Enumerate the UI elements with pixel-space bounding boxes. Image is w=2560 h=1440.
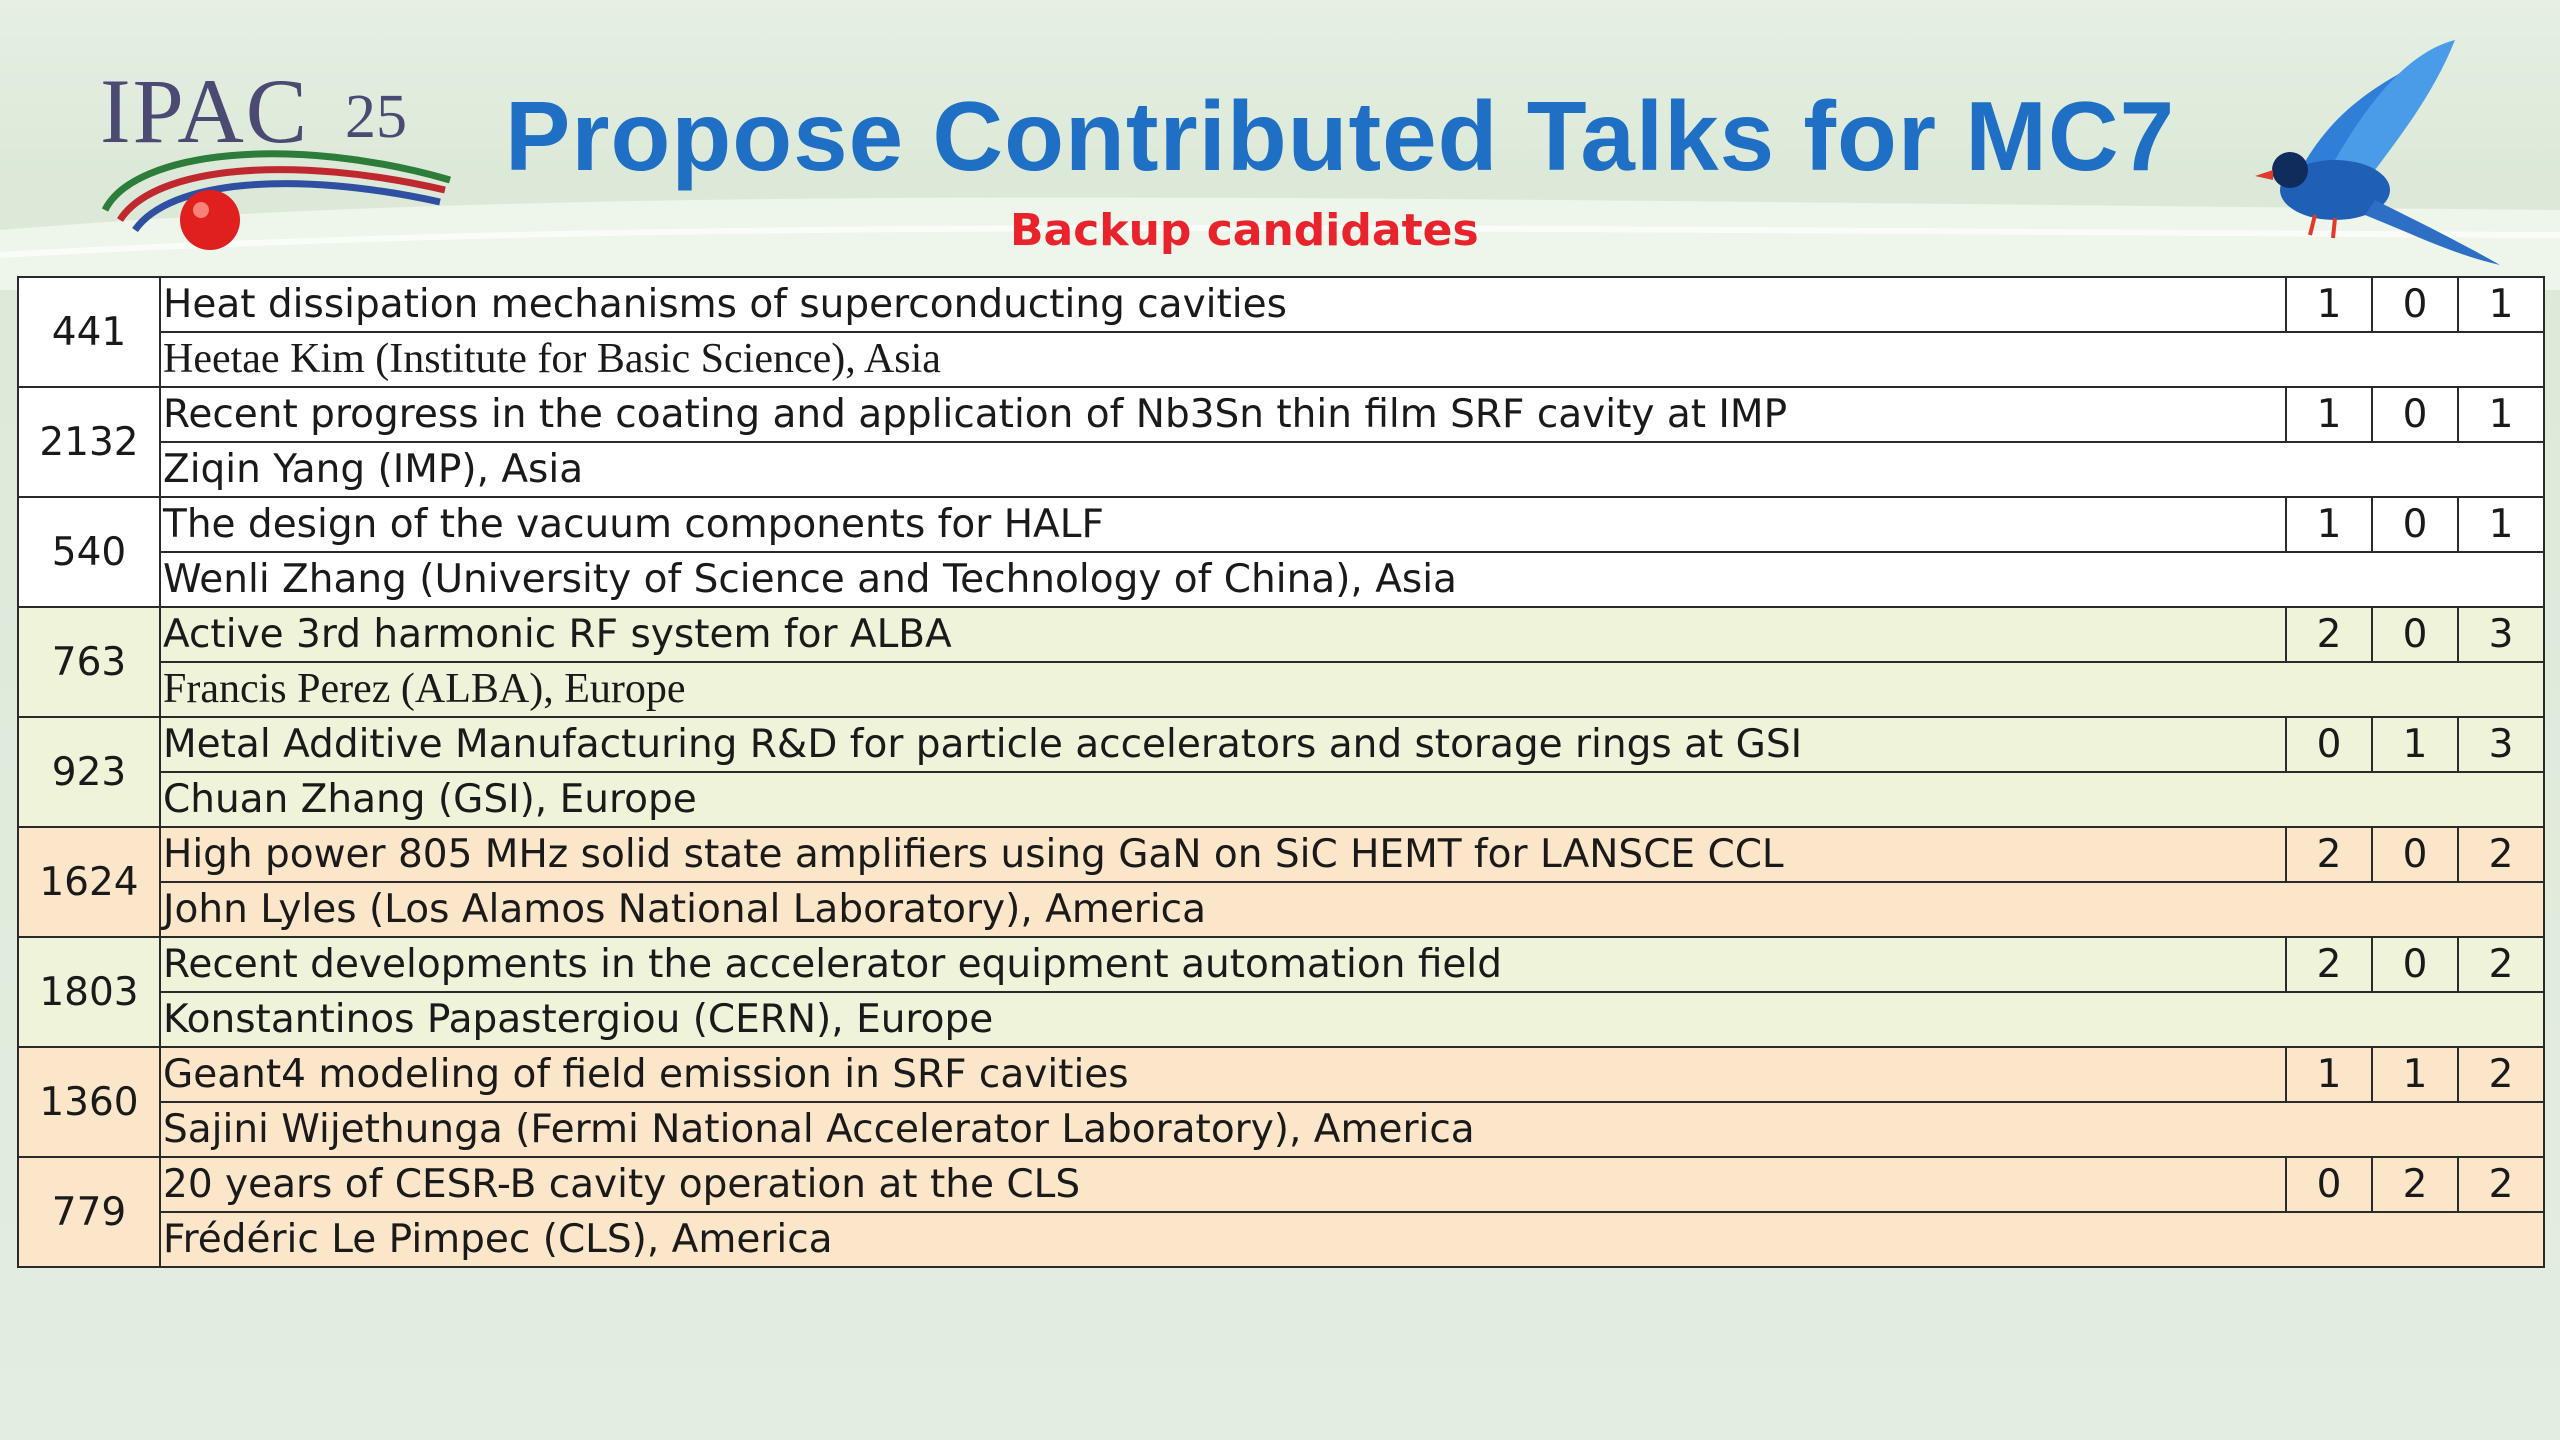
talk-speaker: Konstantinos Papastergiou (CERN), Europe	[159, 991, 2545, 1048]
talk-title: Recent developments in the accelerator e…	[159, 936, 2287, 993]
speaker-row: Wenli Zhang (University of Science and T…	[18, 551, 2545, 608]
talk-title: Recent progress in the coating and appli…	[159, 386, 2287, 443]
speaker-row: Frédéric Le Pimpec (CLS), America	[18, 1211, 2545, 1268]
talk-speaker: Wenli Zhang (University of Science and T…	[159, 551, 2545, 608]
score-cell: 2	[2457, 936, 2545, 993]
score-cell: 1	[2285, 276, 2373, 333]
talk-row: 441 Heat dissipation mechanisms of superc…	[17, 276, 2545, 388]
talk-title: Active 3rd harmonic RF system for ALBA	[159, 606, 2287, 663]
speaker-row: Heetae Kim (Institute for Basic Science)…	[18, 331, 2545, 388]
score-cell: 2	[2457, 826, 2545, 883]
score-cell: 0	[2371, 606, 2459, 663]
talk-speaker: Heetae Kim (Institute for Basic Science)…	[159, 331, 2545, 388]
talk-row: 763 Active 3rd harmonic RF system for ALB…	[17, 606, 2545, 718]
talk-candidates-table: 441 Heat dissipation mechanisms of superc…	[17, 276, 2545, 1268]
score-cell: 0	[2371, 936, 2459, 993]
talk-title: Heat dissipation mechanisms of supercond…	[159, 276, 2287, 333]
talk-row: 779 20 years of CESR-B cavity operation a…	[17, 1156, 2545, 1268]
score-cell: 1	[2457, 496, 2545, 553]
score-cell: 0	[2371, 386, 2459, 443]
score-cell: 2	[2371, 1156, 2459, 1213]
talk-id: 1803	[17, 936, 161, 1048]
score-cell: 1	[2371, 716, 2459, 773]
score-cell: 2	[2285, 606, 2373, 663]
talk-id: 540	[17, 496, 161, 608]
ipac25-logo: IPAC 25	[95, 50, 475, 260]
talk-speaker: Chuan Zhang (GSI), Europe	[159, 771, 2545, 828]
talk-id: 1624	[17, 826, 161, 938]
speaker-row: Ziqin Yang (IMP), Asia	[18, 441, 2545, 498]
background-swoosh	[0, 197, 2560, 290]
speaker-row: Konstantinos Papastergiou (CERN), Europe	[18, 991, 2545, 1048]
score-cell: 0	[2371, 276, 2459, 333]
score-cell: 2	[2285, 936, 2373, 993]
talk-id: 441	[17, 276, 161, 388]
speaker-row: Francis Perez (ALBA), Europe	[18, 661, 2545, 718]
score-cell: 1	[2285, 496, 2373, 553]
score-cell: 2	[2457, 1156, 2545, 1213]
talk-id: 2132	[17, 386, 161, 498]
talk-title: Geant4 modeling of field emission in SRF…	[159, 1046, 2287, 1103]
score-cell: 3	[2457, 606, 2545, 663]
speaker-row: Sajini Wijethunga (Fermi National Accele…	[18, 1101, 2545, 1158]
talk-row: 923 Metal Additive Manufacturing R&D for …	[17, 716, 2545, 828]
score-cell: 0	[2285, 716, 2373, 773]
talk-row: 1360 Geant4 modeling of field emission in…	[17, 1046, 2545, 1158]
score-cell: 3	[2457, 716, 2545, 773]
score-cell: 1	[2371, 1046, 2459, 1103]
talk-title: The design of the vacuum components for …	[159, 496, 2287, 553]
score-cell: 2	[2285, 826, 2373, 883]
score-cell: 0	[2371, 496, 2459, 553]
talk-row: 1624 High power 805 MHz solid state ampli…	[17, 826, 2545, 938]
talk-id: 1360	[17, 1046, 161, 1158]
talk-title: Metal Additive Manufacturing R&D for par…	[159, 716, 2287, 773]
talk-id: 763	[17, 606, 161, 718]
score-cell: 1	[2457, 386, 2545, 443]
slide-subtitle: Backup candidates	[1010, 205, 1479, 256]
speaker-row: Chuan Zhang (GSI), Europe	[18, 771, 2545, 828]
slide-title: Propose Contributed Talks for MC7	[505, 81, 2176, 191]
talk-speaker: Frédéric Le Pimpec (CLS), America	[159, 1211, 2545, 1268]
talk-id: 923	[17, 716, 161, 828]
score-cell: 1	[2285, 1046, 2373, 1103]
blue-magpie-icon	[2255, 40, 2500, 265]
talk-speaker: Sajini Wijethunga (Fermi National Accele…	[159, 1101, 2545, 1158]
score-cell: 1	[2457, 276, 2545, 333]
speaker-row: John Lyles (Los Alamos National Laborato…	[18, 881, 2545, 938]
talk-row: 1803 Recent developments in the accelerat…	[17, 936, 2545, 1048]
score-cell: 0	[2285, 1156, 2373, 1213]
talk-title: High power 805 MHz solid state amplifier…	[159, 826, 2287, 883]
talk-speaker: Francis Perez (ALBA), Europe	[159, 661, 2545, 718]
score-cell: 0	[2371, 826, 2459, 883]
talk-id: 779	[17, 1156, 161, 1268]
talk-row: 2132 Recent progress in the coating and a…	[17, 386, 2545, 498]
talk-speaker: John Lyles (Los Alamos National Laborato…	[159, 881, 2545, 938]
talk-speaker: Ziqin Yang (IMP), Asia	[159, 441, 2545, 498]
score-cell: 2	[2457, 1046, 2545, 1103]
talk-title: 20 years of CESR-B cavity operation at t…	[159, 1156, 2287, 1213]
talk-row: 540 The design of the vacuum components f…	[17, 496, 2545, 608]
score-cell: 1	[2285, 386, 2373, 443]
